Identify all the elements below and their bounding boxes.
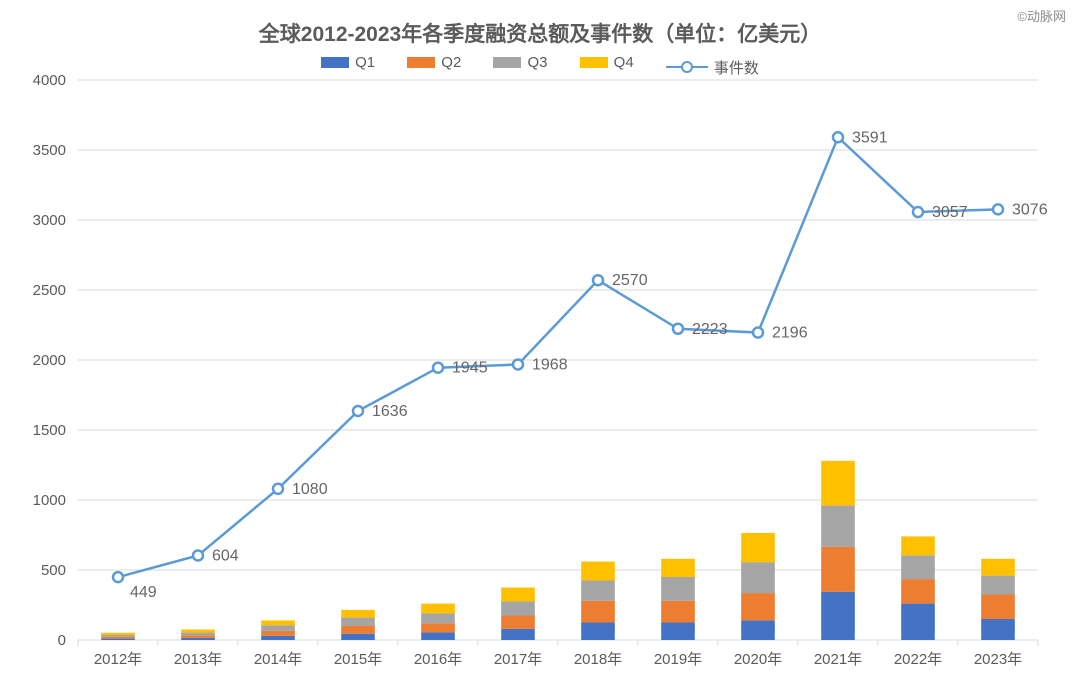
bar-q3	[261, 625, 295, 631]
bar-q2	[661, 601, 695, 623]
bar-q3	[341, 618, 375, 626]
bar-q2	[101, 637, 135, 639]
svg-text:4000: 4000	[33, 72, 66, 89]
events-point	[673, 324, 683, 334]
events-point	[913, 207, 923, 217]
bar-q1	[821, 592, 855, 640]
svg-text:2017年: 2017年	[494, 651, 542, 668]
bar-q4	[181, 630, 215, 633]
events-point	[513, 359, 523, 369]
bar-q1	[101, 639, 135, 640]
bar-q3	[581, 581, 615, 601]
bar-q2	[341, 626, 375, 634]
bar-q3	[181, 633, 215, 636]
bar-q1	[741, 620, 775, 640]
events-label: 1636	[372, 403, 408, 420]
events-point	[433, 363, 443, 373]
bar-q3	[821, 506, 855, 547]
bar-q2	[821, 547, 855, 592]
bar-q1	[901, 604, 935, 640]
svg-text:2012年: 2012年	[94, 651, 142, 668]
bar-q1	[261, 636, 295, 640]
svg-text:2020年: 2020年	[734, 651, 782, 668]
bar-q2	[901, 579, 935, 604]
events-label: 2196	[772, 325, 808, 342]
svg-text:0: 0	[58, 632, 66, 649]
svg-text:2013年: 2013年	[174, 651, 222, 668]
svg-text:2500: 2500	[33, 282, 66, 299]
bar-q4	[661, 559, 695, 577]
events-point	[593, 275, 603, 285]
events-label: 604	[212, 547, 239, 564]
events-point	[753, 328, 763, 338]
events-label: 3591	[852, 129, 888, 146]
events-label: 1080	[292, 481, 328, 498]
svg-text:1000: 1000	[33, 492, 66, 509]
bar-q3	[981, 576, 1015, 595]
svg-text:3000: 3000	[33, 212, 66, 229]
events-label: 3076	[1012, 201, 1048, 218]
bar-q1	[981, 619, 1015, 640]
bar-q4	[981, 559, 1015, 576]
svg-text:3500: 3500	[33, 142, 66, 159]
svg-text:2018年: 2018年	[574, 651, 622, 668]
bar-q4	[501, 588, 535, 602]
events-point	[833, 132, 843, 142]
svg-text:2014年: 2014年	[254, 651, 302, 668]
bar-q3	[901, 555, 935, 579]
events-label: 1945	[452, 360, 488, 377]
bar-q1	[181, 638, 215, 640]
events-point	[193, 550, 203, 560]
bar-q4	[341, 610, 375, 618]
events-point	[353, 406, 363, 416]
svg-text:500: 500	[41, 562, 66, 579]
events-point	[993, 204, 1003, 214]
svg-text:2022年: 2022年	[894, 651, 942, 668]
bar-q2	[501, 616, 535, 629]
bar-q1	[581, 623, 615, 641]
svg-text:1500: 1500	[33, 422, 66, 439]
svg-text:2021年: 2021年	[814, 651, 862, 668]
bar-q4	[581, 562, 615, 581]
events-point	[113, 572, 123, 582]
bar-q4	[421, 604, 455, 614]
bar-q3	[661, 577, 695, 601]
bar-q2	[261, 631, 295, 636]
bar-q1	[661, 623, 695, 641]
bar-q4	[901, 536, 935, 555]
events-label: 2570	[612, 272, 648, 289]
bar-q4	[821, 461, 855, 506]
bar-q1	[341, 634, 375, 640]
bar-q3	[741, 562, 775, 593]
svg-text:2016年: 2016年	[414, 651, 462, 668]
svg-text:2019年: 2019年	[654, 651, 702, 668]
events-label: 2223	[692, 321, 728, 338]
bar-q2	[981, 595, 1015, 620]
bar-q2	[581, 601, 615, 623]
events-label: 3057	[932, 204, 968, 221]
svg-text:2015年: 2015年	[334, 651, 382, 668]
bar-q3	[101, 635, 135, 637]
bar-q1	[501, 629, 535, 640]
svg-text:2000: 2000	[33, 352, 66, 369]
chart-svg: 0 500 1000 1500 2000 2500 3000 3500 4000 2012年 201…	[0, 0, 1080, 679]
bar-q3	[501, 602, 535, 616]
events-label: 1968	[532, 356, 568, 373]
bar-q2	[421, 623, 455, 632]
events-point	[273, 484, 283, 494]
bar-q4	[101, 633, 135, 635]
bar-q3	[421, 613, 455, 623]
bar-q4	[741, 533, 775, 562]
bar-q4	[261, 620, 295, 625]
events-label: 449	[130, 584, 157, 601]
bar-q1	[421, 632, 455, 640]
bar-q2	[741, 593, 775, 620]
svg-text:2023年: 2023年	[974, 651, 1022, 668]
bar-q2	[181, 635, 215, 638]
